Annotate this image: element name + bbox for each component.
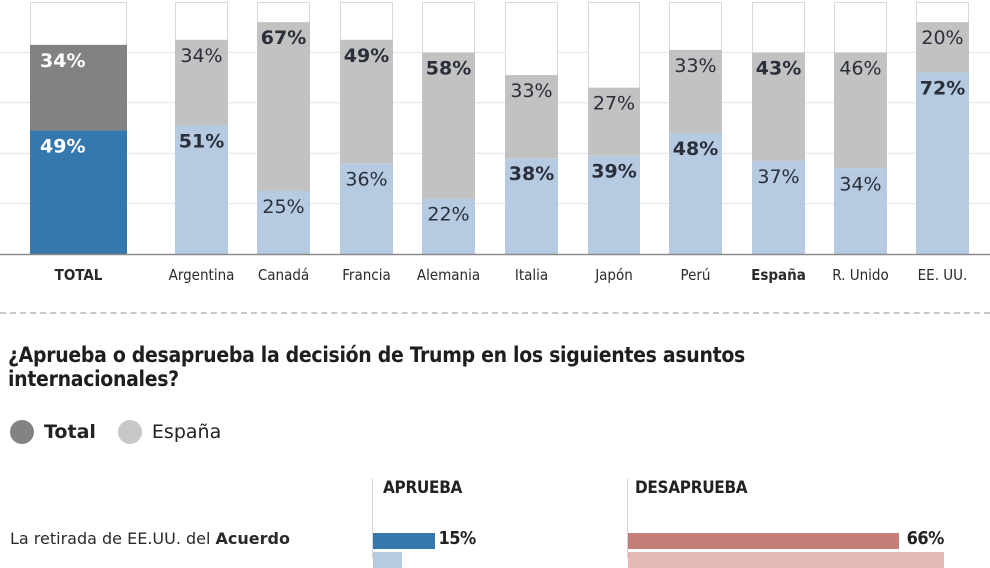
category-label: Argentina (169, 266, 235, 284)
aprueba-axis-line (372, 478, 373, 558)
value-aprueba-total: 15% (438, 528, 477, 549)
data-label-desaprueba: 58% (426, 57, 471, 79)
legend: Total España (10, 420, 243, 444)
data-label-desaprueba: 67% (261, 27, 306, 49)
bar-segment-desaprueba (916, 22, 969, 73)
bar-aprueba-espana (373, 552, 402, 568)
data-label-aprueba: 38% (509, 163, 554, 185)
bar-segment-desaprueba (30, 44, 127, 131)
data-label-desaprueba: 49% (344, 45, 389, 67)
data-label-aprueba: 72% (920, 78, 965, 100)
category-label: R. Unido (832, 266, 888, 284)
data-label-desaprueba: 34% (180, 45, 222, 67)
bar-segment-aprueba (834, 168, 887, 254)
legend-label-espana: España (151, 421, 222, 443)
data-label-desaprueba: 46% (839, 57, 881, 79)
column-header-aprueba: APRUEBA (383, 478, 463, 498)
data-label-aprueba: 34% (839, 173, 881, 195)
desaprueba-axis-line (627, 478, 628, 558)
stacked-bar-chart: 49% 34% TOTAL 51% 34% Argentina 25% 67% Canadá 36… (0, 2, 990, 284)
data-label-desaprueba: 20% (921, 27, 963, 49)
row-label-part: La retirada de EE.UU. del (10, 529, 216, 548)
category-label: Francia (342, 266, 390, 284)
data-label-aprueba: 48% (673, 138, 718, 160)
category-label: Perú (680, 266, 710, 284)
data-label-desaprueba: 27% (593, 93, 635, 115)
bar-desaprueba-total (628, 533, 899, 549)
data-label-desaprueba: 43% (756, 57, 801, 79)
bar-segment-aprueba (175, 125, 228, 254)
bar-segment-desaprueba (340, 39, 393, 164)
bar-segment-aprueba (916, 72, 969, 254)
data-label-aprueba: 39% (591, 161, 636, 183)
bar-segment-desaprueba (669, 49, 722, 134)
bar-segment-aprueba (505, 158, 558, 254)
bar-segment-desaprueba (588, 87, 640, 156)
category-label: TOTAL (55, 266, 103, 284)
question-title: ¿Aprueba o desaprueba la decisión de Tru… (8, 343, 745, 391)
bar-segment-aprueba (257, 191, 310, 254)
row-label-part-bold: Acuerdo (215, 529, 290, 548)
bar-segment-aprueba (30, 130, 127, 254)
category-label: Alemania (417, 266, 480, 284)
legend-dot-espana-icon (117, 420, 142, 444)
data-label-aprueba: 36% (345, 168, 387, 190)
data-label-aprueba: 25% (262, 196, 304, 218)
data-label-desaprueba: 33% (510, 80, 552, 102)
data-label-aprueba: 37% (757, 166, 799, 188)
value-desaprueba-total: 66% (906, 528, 945, 549)
legend-label-total: Total (44, 421, 96, 443)
bar-segment-aprueba (752, 160, 805, 254)
row-label: La retirada de EE.UU. del Acuerdo (10, 528, 350, 550)
bar-segment-aprueba (340, 163, 393, 254)
category-label: Italia (515, 266, 548, 284)
category-label: Japón (594, 266, 633, 284)
data-label-aprueba: 22% (427, 204, 469, 226)
data-label-desaprueba: 33% (674, 55, 716, 77)
bar-segment-aprueba (669, 133, 722, 254)
bar-segment-aprueba (588, 155, 640, 254)
legend-item-total: Total (10, 420, 96, 444)
bar-segment-aprueba (422, 198, 475, 254)
column-header-desaprueba: DESAPRUEBA (635, 478, 748, 498)
bar-desaprueba-espana (628, 552, 944, 568)
category-label: España (751, 266, 806, 284)
bar-aprueba-total (373, 533, 435, 549)
bar-segment-desaprueba (834, 52, 887, 169)
bar-segment-desaprueba (505, 75, 558, 159)
category-label: EE. UU. (918, 266, 968, 284)
data-label-aprueba: 51% (179, 130, 224, 152)
section-divider (0, 312, 990, 314)
legend-dot-total-icon (10, 420, 34, 444)
legend-item-espana: España (117, 420, 222, 444)
data-label-aprueba: 49% (40, 136, 85, 158)
bar-segment-desaprueba (422, 52, 475, 199)
bar-segment-desaprueba (175, 39, 228, 126)
category-label: Canadá (258, 266, 309, 284)
bar-segment-desaprueba (752, 52, 805, 161)
bar-segment-desaprueba (257, 22, 310, 191)
data-label-desaprueba: 34% (40, 50, 85, 72)
